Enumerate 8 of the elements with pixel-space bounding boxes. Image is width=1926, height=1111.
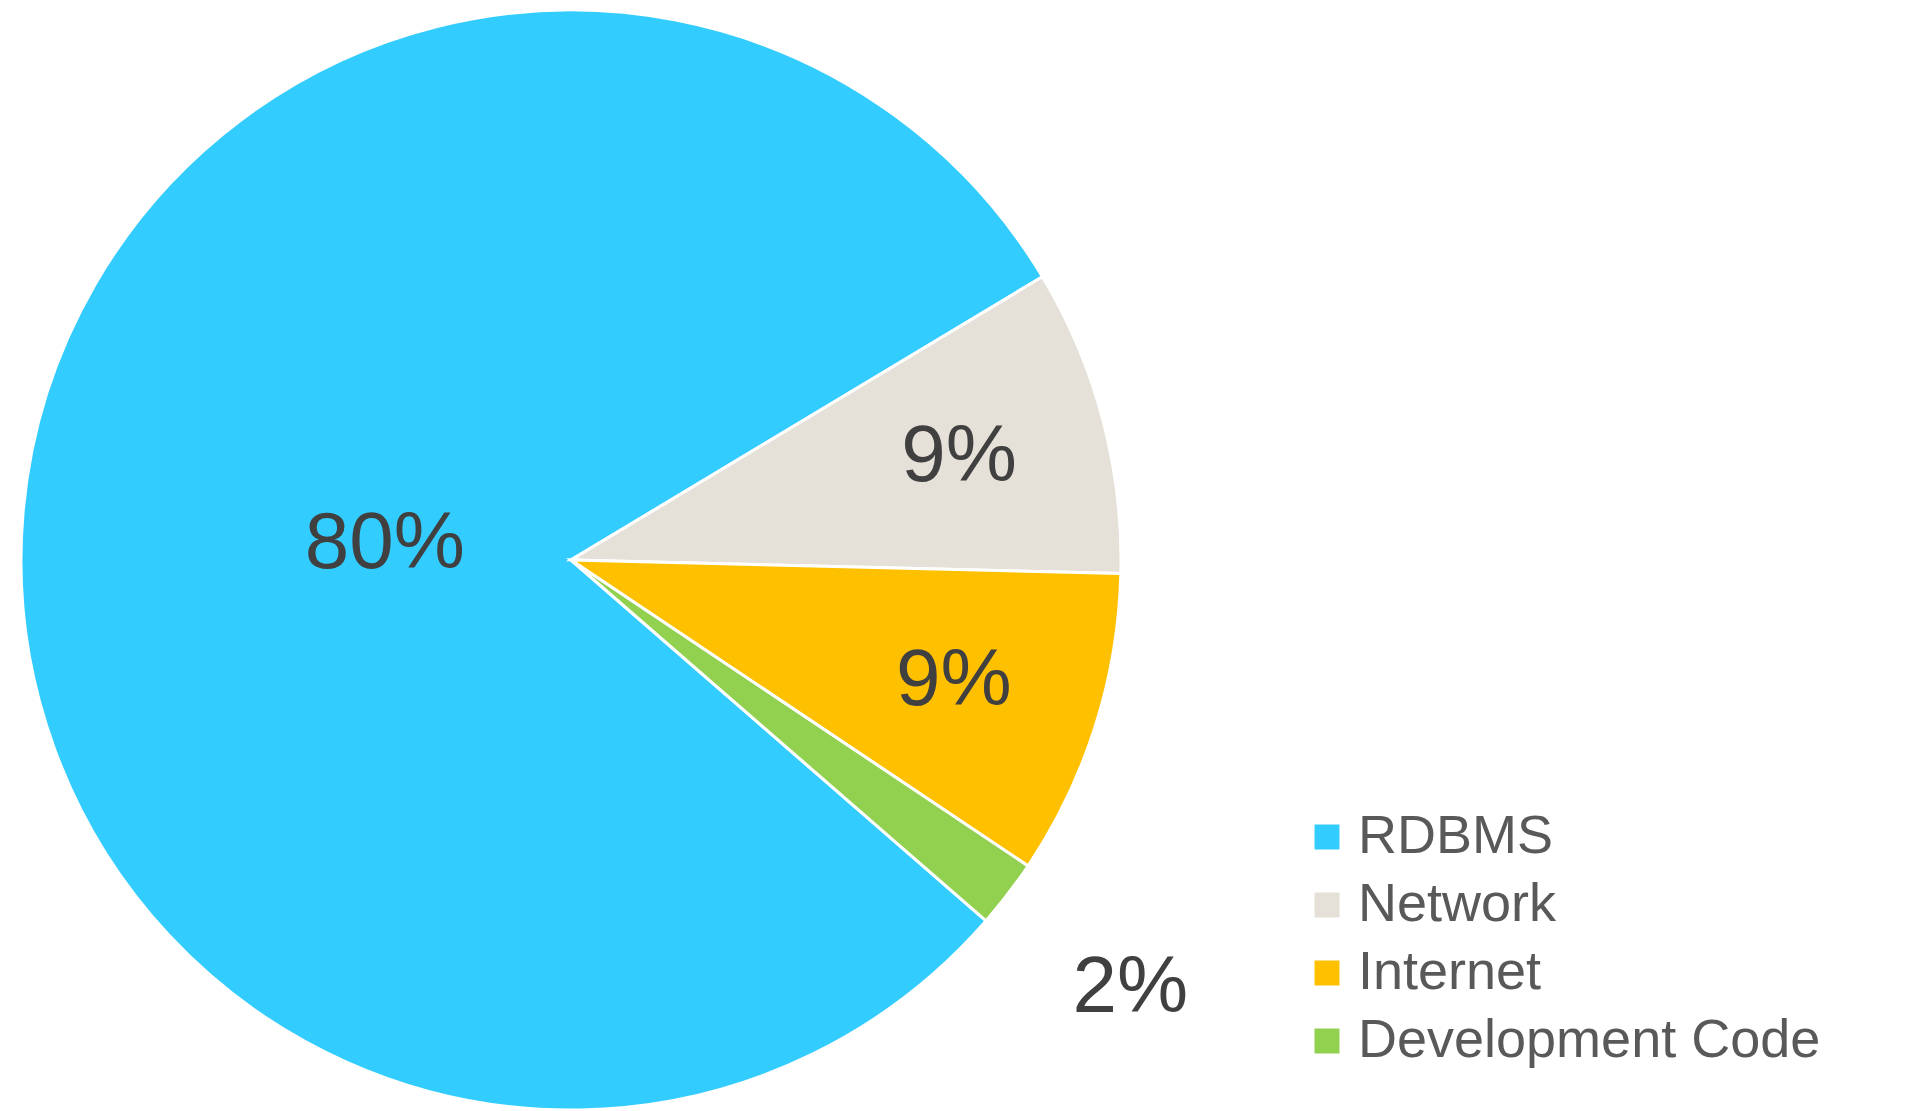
data-label: 2% bbox=[1072, 939, 1189, 1029]
data-label: 9% bbox=[895, 633, 1012, 723]
legend-label: Development Code bbox=[1358, 1008, 1821, 1068]
legend-label: Network bbox=[1358, 872, 1558, 932]
legend-label: Internet bbox=[1358, 940, 1542, 1000]
data-label: 80% bbox=[304, 495, 465, 585]
data-label: 9% bbox=[901, 409, 1017, 499]
legend-label: RDBMS bbox=[1358, 804, 1554, 864]
